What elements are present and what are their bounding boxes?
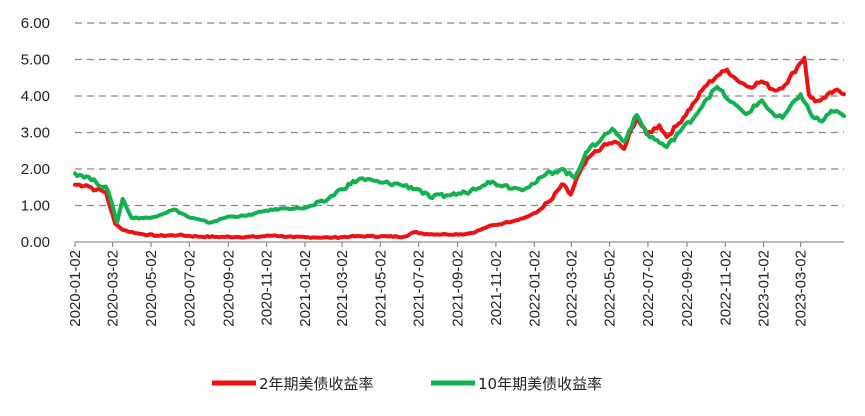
series-line-2	[73, 84, 846, 225]
x-tick-label: 2021-11-02	[488, 250, 505, 326]
y-tick-label: 1.00	[21, 198, 50, 215]
x-tick-label: 2022-03-02	[563, 250, 580, 327]
legend: 2年期美债收益率 10年期美债收益率	[212, 375, 602, 393]
x-tick-label: 2020-03-02	[105, 250, 122, 327]
y-tick-label: 0.00	[21, 234, 50, 251]
x-tick-label: 2022-11-02	[717, 250, 734, 326]
y-tick-label: 3.00	[21, 125, 50, 142]
x-tick-label: 2022-01-02	[526, 250, 543, 327]
y-axis-ticks: 0.00 1.00 2.00 3.00 4.00 5.00 6.00	[21, 15, 50, 251]
legend-label-2: 10年期美债收益率	[478, 375, 602, 393]
gridlines	[75, 22, 844, 207]
x-tick-label: 2023-01-02	[756, 250, 773, 327]
x-tick-label: 2021-01-02	[297, 250, 314, 327]
x-axis: 2020-01-02 2020-03-02 2020-05-02 2020-07-02…	[67, 241, 844, 327]
x-tick-label: 2022-07-02	[640, 250, 657, 327]
x-tick-label: 2021-09-02	[450, 250, 467, 327]
y-tick-label: 5.00	[21, 52, 50, 69]
y-tick-label: 6.00	[21, 15, 50, 32]
x-tick-label: 2020-11-02	[259, 250, 276, 326]
x-tick-label: 2020-07-02	[181, 250, 198, 327]
x-tick-label: 2022-09-02	[679, 250, 696, 327]
x-tick-label: 2021-07-02	[411, 250, 428, 327]
x-tick-label: 2020-05-02	[143, 250, 160, 327]
y-tick-label: 4.00	[21, 88, 50, 105]
x-tick-label: 2021-03-02	[334, 250, 351, 327]
x-tick-label: 2021-05-02	[372, 250, 389, 327]
series-line-1	[73, 55, 846, 240]
series-lines	[73, 55, 846, 240]
x-tick-label: 2023-03-02	[793, 250, 810, 327]
x-tick-label: 2020-09-02	[220, 250, 237, 327]
y-tick-label: 2.00	[21, 161, 50, 178]
x-tick-label: 2020-01-02	[67, 250, 84, 327]
x-tick-label: 2022-05-02	[602, 250, 619, 327]
legend-label-1: 2年期美债收益率	[259, 375, 374, 393]
